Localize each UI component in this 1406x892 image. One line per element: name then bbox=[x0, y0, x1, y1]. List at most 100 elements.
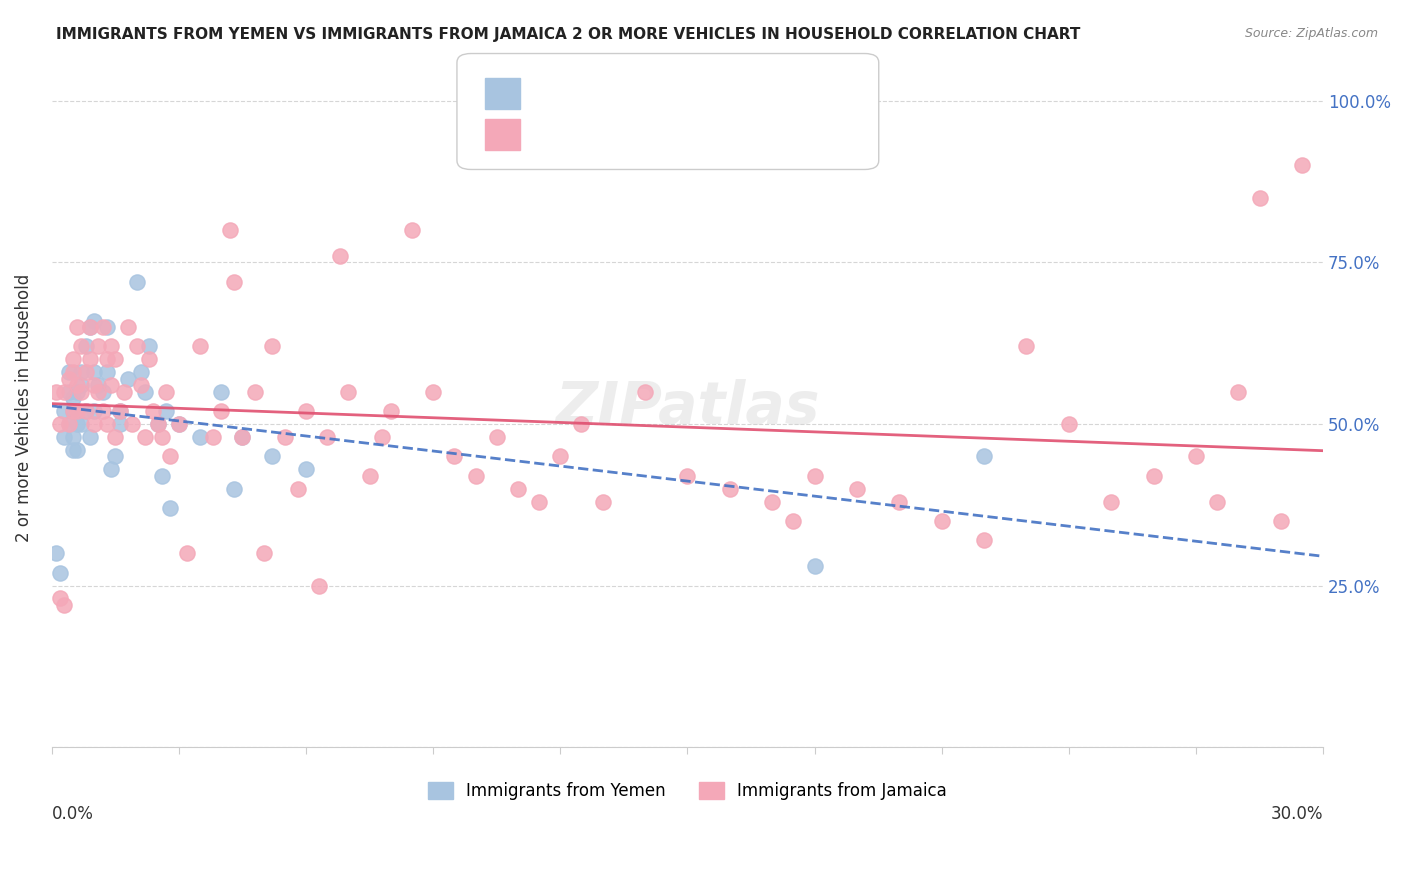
Point bbox=[70, 365, 93, 379]
Point bbox=[87, 339, 110, 353]
Point bbox=[159, 500, 181, 515]
Point bbox=[134, 384, 156, 399]
Point bbox=[973, 450, 995, 464]
Point bbox=[121, 417, 143, 431]
Point bbox=[422, 384, 444, 399]
Point bbox=[79, 430, 101, 444]
Point bbox=[295, 462, 318, 476]
Point bbox=[104, 352, 127, 367]
Point bbox=[188, 430, 211, 444]
Point bbox=[66, 320, 89, 334]
Text: IMMIGRANTS FROM YEMEN VS IMMIGRANTS FROM JAMAICA 2 OR MORE VEHICLES IN HOUSEHOLD: IMMIGRANTS FROM YEMEN VS IMMIGRANTS FROM… bbox=[56, 27, 1081, 42]
Point bbox=[66, 442, 89, 457]
Text: R =  -0.210: R = -0.210 bbox=[534, 125, 647, 143]
Point bbox=[782, 514, 804, 528]
Point bbox=[58, 417, 80, 431]
Point bbox=[146, 417, 169, 431]
Point bbox=[676, 468, 699, 483]
Point bbox=[58, 417, 80, 431]
Point bbox=[83, 378, 105, 392]
Point bbox=[87, 384, 110, 399]
Point bbox=[167, 417, 190, 431]
Point bbox=[201, 430, 224, 444]
Point bbox=[62, 365, 84, 379]
Point bbox=[550, 450, 572, 464]
Point bbox=[316, 430, 339, 444]
Point bbox=[96, 417, 118, 431]
Point bbox=[159, 450, 181, 464]
Point bbox=[129, 365, 152, 379]
Point bbox=[75, 404, 97, 418]
Text: 0.0%: 0.0% bbox=[52, 805, 94, 822]
Y-axis label: 2 or more Vehicles in Household: 2 or more Vehicles in Household bbox=[15, 274, 32, 542]
Point bbox=[218, 223, 240, 237]
Point bbox=[761, 494, 783, 508]
Point bbox=[209, 384, 232, 399]
Point bbox=[117, 372, 139, 386]
Point bbox=[155, 384, 177, 399]
Point bbox=[527, 494, 550, 508]
Point bbox=[62, 442, 84, 457]
Point bbox=[973, 533, 995, 548]
Point bbox=[49, 566, 72, 580]
Point bbox=[66, 417, 89, 431]
Point bbox=[66, 384, 89, 399]
Point bbox=[231, 430, 253, 444]
Point bbox=[62, 404, 84, 418]
Point bbox=[222, 482, 245, 496]
Point bbox=[295, 404, 318, 418]
Point bbox=[222, 275, 245, 289]
Point bbox=[571, 417, 593, 431]
Point bbox=[1249, 191, 1271, 205]
Text: ZIPatlas: ZIPatlas bbox=[555, 379, 820, 436]
Point bbox=[53, 430, 76, 444]
Point bbox=[125, 339, 148, 353]
Point bbox=[112, 384, 135, 399]
Point bbox=[45, 384, 67, 399]
Point bbox=[243, 384, 266, 399]
Point bbox=[79, 320, 101, 334]
Text: Source: ZipAtlas.com: Source: ZipAtlas.com bbox=[1244, 27, 1378, 40]
Point bbox=[45, 546, 67, 560]
Point bbox=[108, 404, 131, 418]
Point bbox=[100, 339, 122, 353]
Point bbox=[58, 384, 80, 399]
Point bbox=[53, 598, 76, 612]
Point bbox=[1015, 339, 1038, 353]
Point bbox=[155, 404, 177, 418]
Point bbox=[1270, 514, 1292, 528]
Point bbox=[1142, 468, 1164, 483]
Point bbox=[104, 430, 127, 444]
Point bbox=[79, 320, 101, 334]
Point bbox=[1185, 450, 1208, 464]
Point bbox=[443, 450, 465, 464]
Point bbox=[96, 320, 118, 334]
Point bbox=[176, 546, 198, 560]
Point bbox=[803, 559, 825, 574]
Point bbox=[100, 462, 122, 476]
Point bbox=[889, 494, 911, 508]
Point bbox=[79, 352, 101, 367]
Point bbox=[134, 430, 156, 444]
Point bbox=[274, 430, 297, 444]
Point bbox=[1057, 417, 1080, 431]
Point bbox=[359, 468, 381, 483]
Text: N = 50: N = 50 bbox=[717, 85, 785, 103]
Point bbox=[262, 339, 284, 353]
Text: 30.0%: 30.0% bbox=[1271, 805, 1323, 822]
Point bbox=[931, 514, 953, 528]
Point bbox=[70, 417, 93, 431]
Point bbox=[167, 417, 190, 431]
Point bbox=[62, 352, 84, 367]
Text: R = -0.060: R = -0.060 bbox=[534, 85, 640, 103]
Point bbox=[231, 430, 253, 444]
Point bbox=[485, 430, 508, 444]
Point bbox=[117, 320, 139, 334]
Point bbox=[66, 404, 89, 418]
Point bbox=[83, 313, 105, 327]
Point bbox=[53, 404, 76, 418]
Point bbox=[150, 468, 173, 483]
Point bbox=[53, 384, 76, 399]
Point bbox=[83, 404, 105, 418]
Point bbox=[96, 352, 118, 367]
